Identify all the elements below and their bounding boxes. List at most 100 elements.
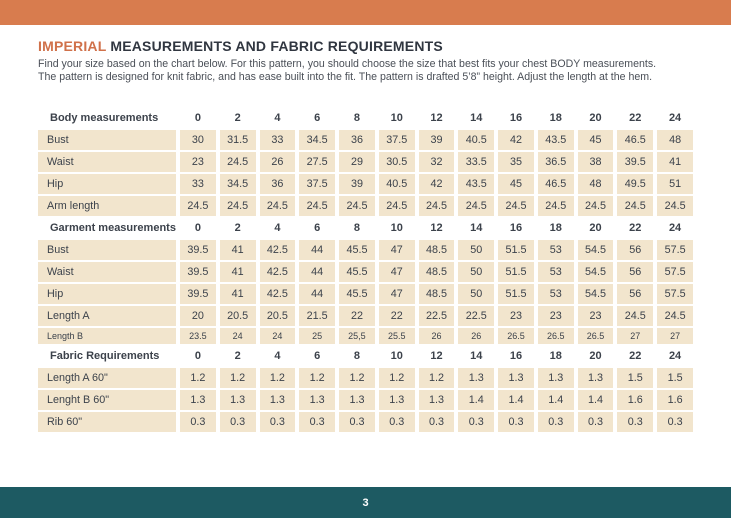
size-column-header: 16 bbox=[509, 350, 523, 362]
value-cell: 56 bbox=[617, 240, 654, 260]
value-cell: 1.4 bbox=[498, 390, 534, 410]
value-cell: 27 bbox=[657, 328, 693, 344]
value-cell: 57.5 bbox=[657, 284, 693, 304]
size-column-header: 12 bbox=[430, 222, 443, 234]
size-column-header: 8 bbox=[353, 112, 360, 124]
table-row: Bust 39.5 41 42.5 44 45.5 47 48.5 50 51.5 53 54.5 56… bbox=[38, 240, 693, 260]
value-cell: 24.5 bbox=[657, 196, 693, 216]
value-cell: 34.5 bbox=[299, 130, 336, 150]
value-cell: 51.5 bbox=[498, 262, 534, 282]
value-cell: 43.5 bbox=[458, 174, 495, 194]
value-cell: 22.5 bbox=[458, 306, 495, 326]
value-cell: 20 bbox=[180, 306, 216, 326]
value-cell: 41 bbox=[657, 152, 693, 172]
value-cell: 24 bbox=[259, 328, 296, 344]
size-column-header: 20 bbox=[589, 222, 602, 234]
value-cell: 42.5 bbox=[259, 262, 296, 282]
value-cell: 24.5 bbox=[657, 306, 693, 326]
value-cell: 41 bbox=[219, 284, 256, 304]
value-cell: 47 bbox=[378, 284, 415, 304]
table-row: Arm length 24.5 24.5 24.5 24.5 24.5 24.5 24.5 24… bbox=[38, 196, 693, 216]
size-column-header: 4 bbox=[274, 222, 281, 234]
value-cell: 20.5 bbox=[219, 306, 256, 326]
size-column-header: 2 bbox=[234, 222, 241, 234]
value-cell: 1.2 bbox=[219, 368, 256, 388]
table-row: Hip 33 34.5 36 37.5 39 40.5 42 43.5 45 46.5 48 49.5 5… bbox=[38, 174, 693, 194]
section-header-row: Body measurements 0 2 4 6 8 10 12 14 16 18 20 22 24 bbox=[38, 108, 693, 128]
value-cell: 1.3 bbox=[537, 368, 574, 388]
row-label: Arm length bbox=[38, 196, 176, 216]
value-cell: 33.5 bbox=[458, 152, 495, 172]
value-cell: 1.4 bbox=[537, 390, 574, 410]
value-cell: 24.5 bbox=[418, 196, 455, 216]
value-cell: 33 bbox=[180, 174, 216, 194]
value-cell: 26.5 bbox=[498, 328, 534, 344]
size-column-header: 2 bbox=[234, 350, 241, 362]
value-cell: 23 bbox=[537, 306, 574, 326]
value-cell: 24.5 bbox=[537, 196, 574, 216]
size-column-header: 24 bbox=[668, 222, 682, 234]
intro-text: Find your size based on the chart below.… bbox=[38, 58, 693, 84]
value-cell: 1.2 bbox=[299, 368, 336, 388]
value-cell: 24.5 bbox=[259, 196, 296, 216]
value-cell: 36 bbox=[339, 130, 375, 150]
value-cell: 41 bbox=[219, 262, 256, 282]
value-cell: 26 bbox=[259, 152, 296, 172]
value-cell: 23 bbox=[498, 306, 534, 326]
size-column-header: 20 bbox=[589, 112, 602, 124]
size-column-header: 4 bbox=[274, 112, 281, 124]
value-cell: 51.5 bbox=[498, 284, 534, 304]
row-label: Length A bbox=[38, 306, 176, 326]
value-cell: 0.3 bbox=[498, 412, 534, 432]
page-title: IMPERIAL MEASUREMENTS AND FABRIC REQUIRE… bbox=[38, 38, 693, 54]
row-label: Length A 60" bbox=[38, 368, 176, 388]
value-cell: 31.5 bbox=[219, 130, 256, 150]
page-content: IMPERIAL MEASUREMENTS AND FABRIC REQUIRE… bbox=[38, 38, 693, 434]
value-cell: 50 bbox=[458, 262, 495, 282]
value-cell: 21.5 bbox=[299, 306, 336, 326]
value-cell: 44 bbox=[299, 240, 336, 260]
table-row: Rib 60" 0.3 0.3 0.3 0.3 0.3 0.3 0.3 0.3 0.3 0.3 0.3… bbox=[38, 412, 693, 432]
value-cell: 1.4 bbox=[458, 390, 495, 410]
value-cell: 33 bbox=[259, 130, 296, 150]
table-row: Waist 39.5 41 42.5 44 45.5 47 48.5 50 51.5 53 54.5 5… bbox=[38, 262, 693, 282]
value-cell: 24.5 bbox=[498, 196, 534, 216]
value-cell: 44 bbox=[299, 284, 336, 304]
value-cell: 42.5 bbox=[259, 240, 296, 260]
value-cell: 42.5 bbox=[259, 284, 296, 304]
value-cell: 27.5 bbox=[299, 152, 336, 172]
value-cell: 56 bbox=[617, 284, 654, 304]
value-cell: 24.5 bbox=[339, 196, 375, 216]
value-cell: 53 bbox=[537, 262, 574, 282]
row-label: Bust bbox=[38, 130, 176, 150]
page-number: 3 bbox=[362, 496, 369, 509]
value-cell: 1.3 bbox=[259, 390, 296, 410]
size-column-header: 16 bbox=[509, 112, 523, 124]
value-cell: 54.5 bbox=[577, 240, 614, 260]
value-cell: 41 bbox=[219, 240, 256, 260]
value-cell: 1.2 bbox=[418, 368, 455, 388]
value-cell: 29 bbox=[339, 152, 375, 172]
table-row: Length A 20 20.5 20.5 21.5 22 22 22.5 22.5 23 23 23… bbox=[38, 306, 693, 326]
value-cell: 0.3 bbox=[458, 412, 495, 432]
value-cell: 42 bbox=[498, 130, 534, 150]
value-cell: 26 bbox=[458, 328, 495, 344]
value-cell: 24.5 bbox=[180, 196, 216, 216]
size-column-header: 8 bbox=[353, 222, 360, 234]
row-label: Rib 60" bbox=[38, 412, 176, 432]
section-header-label: Fabric Requirements bbox=[50, 350, 160, 362]
value-cell: 1.2 bbox=[180, 368, 216, 388]
value-cell: 23 bbox=[577, 306, 614, 326]
size-column-header: 18 bbox=[549, 222, 562, 234]
value-cell: 1.3 bbox=[577, 368, 614, 388]
row-label: Length B bbox=[38, 328, 176, 344]
value-cell: 0.3 bbox=[617, 412, 654, 432]
row-label: Lenght B 60" bbox=[38, 390, 176, 410]
value-cell: 1.3 bbox=[418, 390, 455, 410]
value-cell: 50 bbox=[458, 284, 495, 304]
size-column-header: 20 bbox=[589, 350, 602, 362]
value-cell: 39.5 bbox=[180, 262, 216, 282]
size-column-header: 16 bbox=[509, 222, 523, 234]
table-row: Hip 39.5 41 42.5 44 45.5 47 48.5 50 51.5 53 54.5 56 5… bbox=[38, 284, 693, 304]
intro-line-1: Find your size based on the chart below.… bbox=[38, 58, 657, 70]
